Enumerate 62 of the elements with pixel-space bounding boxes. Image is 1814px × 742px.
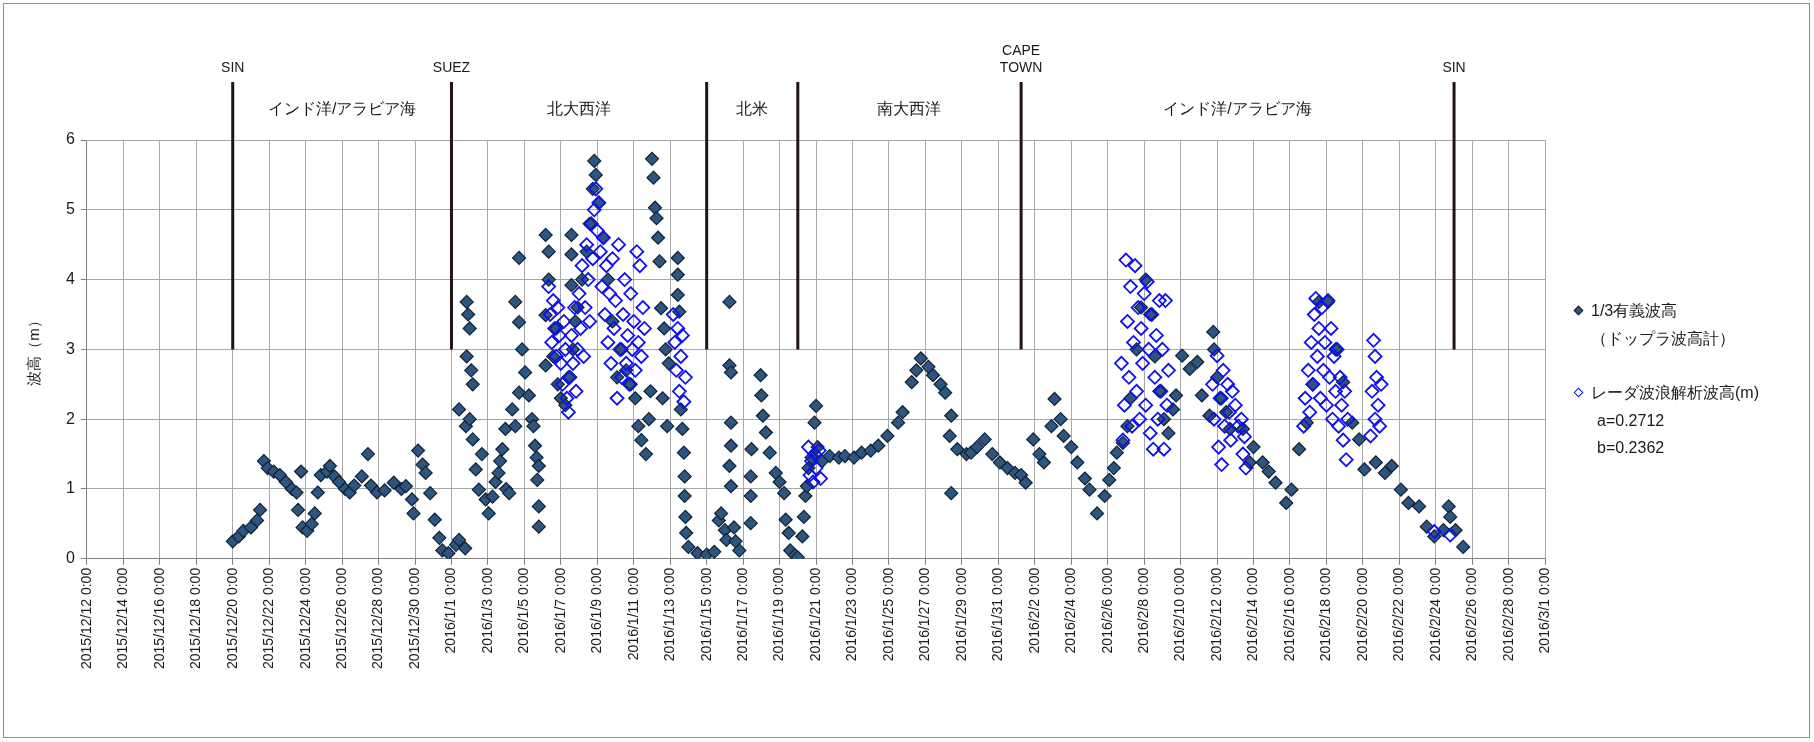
x-tick-label: 2016/1/31 0:00 <box>989 567 1006 662</box>
x-tick-label: 2016/2/2 0:00 <box>1025 567 1042 654</box>
x-tick-label: 2015/12/14 0:00 <box>114 567 131 670</box>
x-tick-label: 2016/1/3 0:00 <box>478 567 495 654</box>
x-tick-label: 2016/2/12 0:00 <box>1207 567 1224 662</box>
y-tick-label: 5 <box>65 200 75 218</box>
text: インド洋/アラビア海 <box>1163 100 1312 118</box>
x-tick-label: 2016/2/4 0:00 <box>1062 567 1079 654</box>
x-tick-label: 2016/1/13 0:00 <box>661 567 678 662</box>
x-tick-label: 2016/2/8 0:00 <box>1135 567 1152 654</box>
y-tick-label: 3 <box>65 339 75 357</box>
x-tick-label: 2016/1/15 0:00 <box>697 567 714 662</box>
x-tick-label: 2016/1/1 0:00 <box>442 567 459 654</box>
x-tick-label: 2016/1/21 0:00 <box>806 567 823 662</box>
text: インド洋/アラビア海 <box>267 100 417 118</box>
y-axis-title: 波高（m） <box>25 313 43 386</box>
text: 北大西洋 <box>547 100 612 118</box>
x-tick-label: 2016/1/11 0:00 <box>624 567 641 661</box>
ref-line-label: SIN <box>1442 59 1466 75</box>
text: a=0.2712 <box>1596 411 1666 431</box>
x-tick-label: 2016/1/5 0:00 <box>515 567 532 654</box>
legend-label: 1/3有義波高（ドップラ波高計） <box>1591 301 1736 349</box>
x-tick-label: 2015/12/28 0:00 <box>369 567 386 670</box>
x-tick-label: 2016/2/14 0:00 <box>1244 567 1261 662</box>
y-tick-label: 6 <box>65 130 75 148</box>
x-tick-label: 2016/1/29 0:00 <box>952 567 969 662</box>
x-tick-label: 2015/12/20 0:00 <box>223 567 240 670</box>
x-tick-label: 2015/12/22 0:00 <box>260 567 277 670</box>
y-tick-label: 4 <box>65 270 75 287</box>
ref-line-label: CAPE TOWN <box>999 42 1043 75</box>
x-tick-label: 2015/12/16 0:00 <box>150 567 167 670</box>
x-tick-label: 2016/2/22 0:00 <box>1390 567 1407 662</box>
text: 南大西洋 <box>877 100 942 118</box>
x-tick-label: 2016/2/10 0:00 <box>1171 567 1188 662</box>
x-tick-label: 2016/2/24 0:00 <box>1426 567 1443 662</box>
x-tick-label: 2016/1/23 0:00 <box>843 567 860 662</box>
y-tick-label: 1 <box>65 479 75 497</box>
x-tick-label: 2015/12/26 0:00 <box>332 567 349 670</box>
x-tick-label: 2015/12/12 0:00 <box>77 567 94 670</box>
x-tick-label: 2016/2/28 0:00 <box>1499 567 1516 662</box>
x-tick-label: 2016/1/7 0:00 <box>551 567 568 654</box>
x-tick-label: 2016/1/9 0:00 <box>588 567 605 654</box>
x-tick-label: 2016/2/20 0:00 <box>1353 567 1370 662</box>
x-tick-label: 2015/12/18 0:00 <box>187 567 204 670</box>
ref-line-label: SIN <box>221 59 245 75</box>
x-tick-label: 2016/2/18 0:00 <box>1317 567 1334 662</box>
text: 北米 <box>736 100 769 118</box>
y-tick-label: 2 <box>65 409 75 427</box>
x-tick-label: 2015/12/24 0:00 <box>296 567 313 670</box>
text: b=0.2362 <box>1596 438 1666 458</box>
x-tick-label: 2016/1/17 0:00 <box>733 567 750 662</box>
x-tick-label: 2016/3/1 0:00 <box>1536 567 1553 654</box>
x-tick-label: 2016/2/26 0:00 <box>1463 567 1480 662</box>
x-tick-label: 2016/1/19 0:00 <box>770 567 787 662</box>
x-tick-label: 2016/1/25 0:00 <box>879 567 896 662</box>
x-tick-label: 2015/12/30 0:00 <box>405 567 422 670</box>
legend-label: レーダ波浪解析波高(m) <box>1591 383 1760 403</box>
x-tick-label: 2016/1/27 0:00 <box>916 567 933 662</box>
x-tick-label: 2016/2/6 0:00 <box>1098 567 1115 654</box>
y-tick-label: 0 <box>65 549 75 567</box>
x-tick-label: 2016/2/16 0:00 <box>1280 567 1297 662</box>
ref-line-label: SUEZ <box>432 59 471 75</box>
